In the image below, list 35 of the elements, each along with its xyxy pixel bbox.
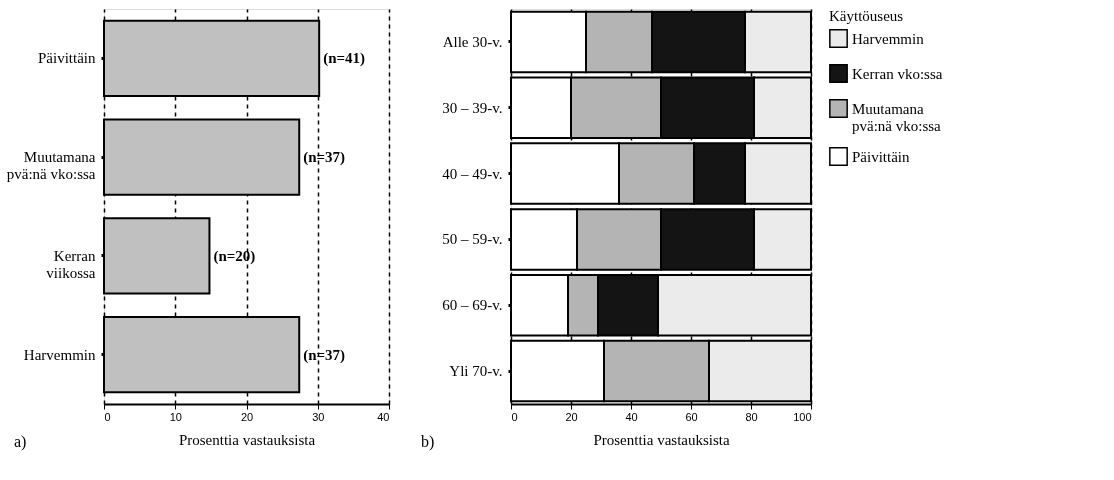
annotation: (n=41) [323, 50, 366, 68]
x-tick-label: 20 [565, 410, 578, 423]
annotation: (n=20) [213, 247, 256, 265]
x-tick-label: 100 [793, 410, 812, 423]
bar [103, 217, 211, 295]
x-axis-title: Prosenttia vastauksista [593, 431, 730, 448]
x-tick-label: 0 [104, 410, 111, 423]
y-tick-label: Yli 70-v. [449, 363, 503, 380]
x-tick-label: 40 [377, 410, 390, 423]
legend-label: Muutamana pvä:nä vko:ssa [852, 100, 942, 134]
x-tick-label: 80 [745, 410, 758, 423]
x-tick-label: 20 [240, 410, 254, 423]
y-tick-label: Kerran viikossa [46, 247, 96, 281]
x-tick-label: 0 [511, 410, 518, 423]
y-tick-label: 60 – 69-v. [442, 297, 503, 314]
y-tick-label: 30 – 39-v. [442, 99, 503, 116]
annotation: (n=37) [303, 346, 346, 364]
y-tick-label: Harvemmin [23, 346, 96, 363]
legend-label: Päivittäin [852, 148, 910, 165]
legend-title: Käyttöuseus [829, 8, 904, 24]
text: b) [421, 433, 435, 451]
y-tick-label: Päivittäin [38, 50, 96, 67]
annotation: (n=37) [303, 149, 346, 167]
legend-label: Harvemmin [852, 30, 925, 47]
legend-label: Kerran vko:ssa [852, 65, 943, 82]
x-tick-label: 30 [312, 410, 325, 423]
text: a) [14, 433, 27, 451]
x-tick-label: 40 [625, 410, 638, 423]
y-tick-label: 50 – 59-v. [442, 231, 503, 248]
y-tick-label: Muutamana pvä:nä vko:ssa [6, 149, 96, 183]
y-tick-label: 40 – 49-v. [442, 165, 503, 182]
y-tick-label: Alle 30-v. [442, 33, 503, 50]
x-tick-label: 10 [169, 410, 182, 423]
x-axis-title: Prosenttia vastauksista [178, 431, 316, 448]
x-tick-label: 60 [685, 410, 698, 423]
